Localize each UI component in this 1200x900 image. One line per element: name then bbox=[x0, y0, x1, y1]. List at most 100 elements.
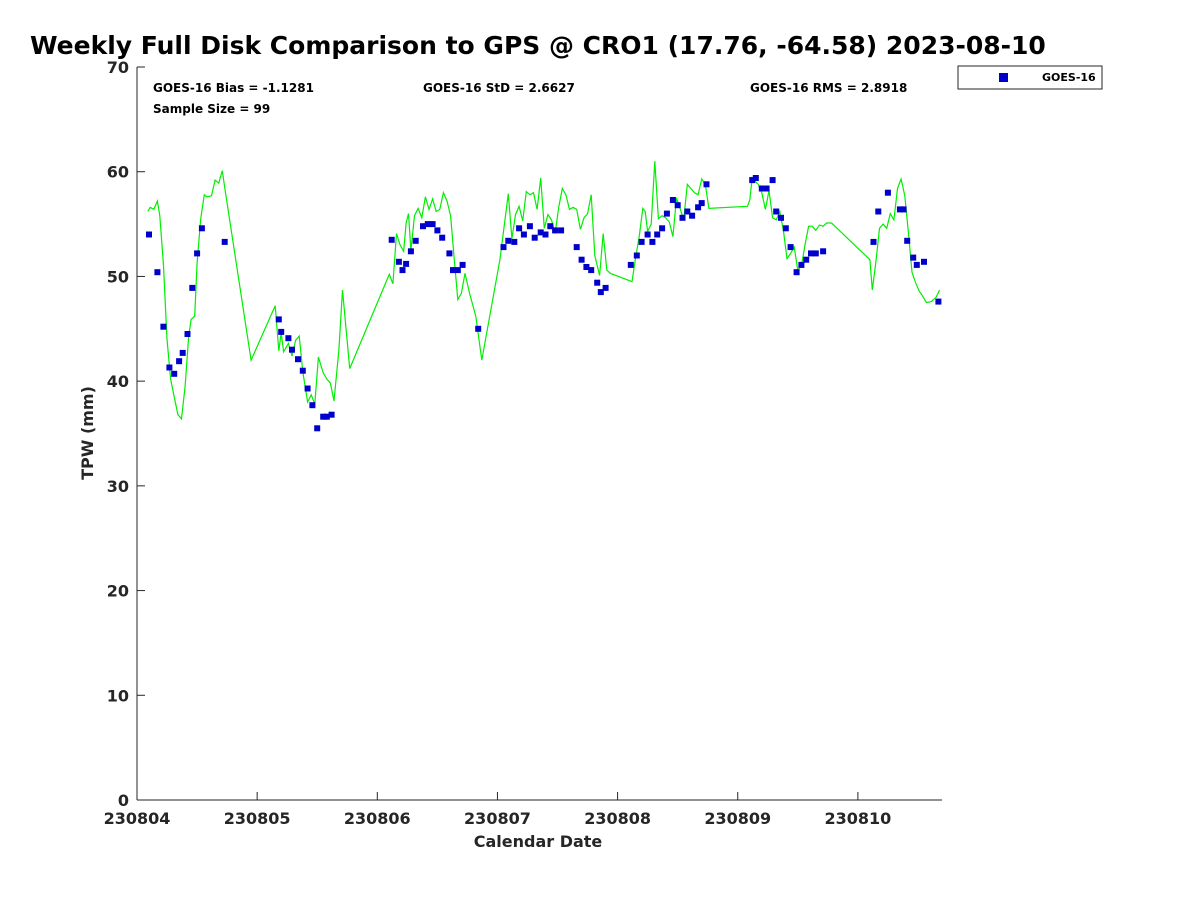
goes-16-point bbox=[299, 367, 306, 374]
goes-16-point bbox=[884, 189, 891, 196]
goes-16-point bbox=[429, 221, 436, 228]
goes-16-point bbox=[439, 234, 446, 241]
goes-16-point bbox=[773, 208, 780, 215]
y-tick-label: 0 bbox=[118, 791, 129, 810]
goes-16-point bbox=[420, 223, 426, 230]
x-tick-label: 230809 bbox=[704, 809, 771, 828]
goes-16-point bbox=[763, 185, 770, 192]
y-tick-label: 50 bbox=[107, 267, 129, 286]
goes-16-point bbox=[520, 231, 527, 238]
goes-16-point bbox=[403, 260, 410, 267]
legend-marker-goes-16 bbox=[999, 73, 1008, 82]
goes-16-point bbox=[798, 261, 805, 268]
goes-16-point bbox=[434, 227, 441, 234]
goes-16-point bbox=[304, 385, 311, 392]
chart-title: Weekly Full Disk Comparison to GPS @ CRO… bbox=[30, 31, 1046, 60]
goes-16-point bbox=[782, 225, 789, 232]
goes-16-point bbox=[285, 335, 292, 342]
goes-16-point bbox=[674, 202, 681, 209]
plot-frame bbox=[137, 67, 942, 800]
goes-16-point bbox=[323, 413, 330, 420]
goes-16-point bbox=[769, 177, 776, 184]
goes-16-point bbox=[194, 250, 201, 257]
goes-16-point bbox=[900, 206, 907, 213]
plot-area bbox=[136, 67, 942, 801]
goes-16-point bbox=[654, 231, 661, 238]
y-axis-label: TPW (mm) bbox=[78, 386, 97, 480]
goes-16-point bbox=[146, 231, 152, 238]
goes-16-point bbox=[511, 238, 518, 245]
goes-16-point bbox=[320, 413, 327, 420]
goes-16-point bbox=[179, 349, 186, 356]
goes-16-point bbox=[446, 250, 453, 257]
goes-16-point bbox=[594, 279, 601, 286]
goes-16-point bbox=[578, 256, 585, 263]
goes-16-point bbox=[649, 238, 656, 245]
goes-16-point bbox=[875, 208, 882, 215]
goes-16-point bbox=[808, 250, 814, 257]
goes-16-point bbox=[314, 425, 321, 432]
goes-16-point bbox=[542, 231, 549, 238]
goes-16-point bbox=[659, 225, 666, 232]
goes-16-point bbox=[450, 267, 456, 274]
x-ticks: 230804 230805 230806 230807 230808 230809 2308… bbox=[104, 792, 891, 828]
goes-16-point bbox=[407, 248, 414, 255]
x-tick-label: 230805 bbox=[224, 809, 291, 828]
x-tick-label: 230807 bbox=[464, 809, 531, 828]
goes-16-point bbox=[749, 177, 756, 184]
goes-16-point bbox=[388, 236, 395, 243]
goes-16-point bbox=[921, 258, 927, 265]
goes-16-point bbox=[752, 175, 759, 181]
goes-16-point bbox=[787, 244, 794, 251]
y-tick-label: 60 bbox=[107, 163, 129, 182]
goes-16-series bbox=[146, 175, 942, 432]
goes-16-point bbox=[278, 328, 285, 335]
goes-16-point bbox=[552, 227, 559, 234]
goes-16-point bbox=[812, 250, 819, 257]
goes-16-point bbox=[459, 261, 466, 268]
legend-box bbox=[957, 65, 1103, 90]
goes-16-point bbox=[275, 316, 282, 323]
goes-16-point bbox=[935, 298, 942, 305]
goes-16-point bbox=[698, 200, 705, 207]
goes-16-point bbox=[778, 214, 784, 221]
goes-16-point bbox=[573, 244, 580, 251]
goes-16-point bbox=[171, 370, 178, 377]
goes-16-point bbox=[684, 208, 691, 215]
goes-16-point bbox=[703, 181, 710, 188]
stat-sample-size: Sample Size = 99 bbox=[153, 102, 270, 116]
x-tick-label: 230804 bbox=[104, 809, 171, 828]
goes-16-point bbox=[669, 197, 676, 203]
goes-16-point bbox=[689, 212, 696, 219]
goes-16-point bbox=[913, 261, 920, 268]
goes-16-point bbox=[695, 204, 702, 211]
y-tick-label: 70 bbox=[107, 58, 129, 77]
y-tick-label: 30 bbox=[107, 477, 129, 496]
goes-16-point bbox=[176, 358, 183, 365]
legend-label-goes-16: GOES-16 bbox=[1042, 71, 1096, 84]
goes-16-point bbox=[597, 289, 604, 296]
stats-annotations: GOES-16 Bias = -1.1281 GOES-16 StD = 2.6… bbox=[153, 81, 907, 116]
goes-16-point bbox=[803, 256, 810, 263]
y-tick-label: 40 bbox=[107, 372, 129, 391]
goes-16-point bbox=[602, 284, 609, 291]
goes-16-point bbox=[154, 269, 161, 276]
goes-16-point bbox=[820, 248, 827, 255]
x-tick-label: 230808 bbox=[584, 809, 651, 828]
goes-16-point bbox=[412, 237, 419, 244]
goes-16-point bbox=[189, 284, 196, 291]
x-tick-label: 230810 bbox=[824, 809, 891, 828]
goes-16-point bbox=[547, 223, 554, 230]
stat-bias: GOES-16 Bias = -1.1281 bbox=[153, 81, 314, 95]
goes-16-point bbox=[644, 231, 651, 238]
goes-16-point bbox=[184, 331, 191, 337]
goes-16-point bbox=[289, 346, 295, 353]
goes-16-point bbox=[295, 356, 301, 363]
gps-line bbox=[147, 161, 941, 421]
goes-16-point bbox=[454, 267, 461, 274]
x-axis-label: Calendar Date bbox=[474, 832, 603, 851]
goes-16-point bbox=[558, 227, 565, 234]
goes-16-point bbox=[537, 229, 544, 236]
legend: GOES-16 bbox=[957, 65, 1103, 90]
